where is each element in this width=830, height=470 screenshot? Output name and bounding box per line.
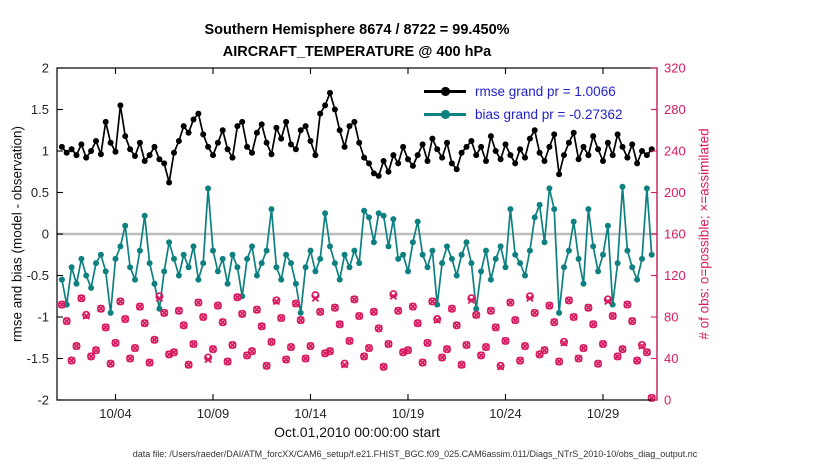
svg-text:10/19: 10/19 — [392, 406, 425, 421]
svg-text:0: 0 — [664, 393, 671, 408]
figure-subtitle: AIRCRAFT_TEMPERATURE @ 400 hPa — [222, 44, 492, 60]
data-file-path: data file: /Users/raeder/DAI/ATM_forcXX/… — [132, 449, 698, 459]
svg-text:-0.5: -0.5 — [27, 268, 49, 283]
svg-text:200: 200 — [664, 185, 686, 200]
svg-text:2: 2 — [42, 61, 49, 76]
svg-text:0.5: 0.5 — [31, 185, 49, 200]
bias-marker-sample — [441, 110, 450, 119]
possible-obs-series — [57, 290, 656, 402]
rmse-marker-sample — [441, 87, 450, 96]
right-axis-ticks: 0 40 80 120 160 200 240 280 320 — [651, 61, 686, 408]
left-axis-ticks: -2 -1.5 -1 -0.5 0 0.5 1 1.5 2 — [27, 61, 63, 408]
legend: rmse grand pr = 1.0066 bias grand pr = -… — [424, 80, 622, 126]
svg-text:-2: -2 — [37, 393, 49, 408]
svg-text:160: 160 — [664, 227, 686, 242]
svg-text:240: 240 — [664, 144, 686, 159]
assimilated-obs-series — [58, 292, 656, 402]
svg-text:10/24: 10/24 — [489, 406, 522, 421]
svg-text:10/29: 10/29 — [587, 406, 620, 421]
rmse-series — [58, 89, 655, 186]
right-axis-label: # of obs: o=possible; ×=assimilated — [696, 128, 712, 340]
legend-item-rmse: rmse grand pr = 1.0066 — [424, 80, 622, 103]
x-axis-ticks: 10/04 10/09 10/14 10/19 10/24 10/29 — [99, 68, 619, 421]
x-axis-label: Oct.01,2010 00:00:00 start — [274, 424, 440, 440]
rmse-line-sample — [424, 87, 466, 96]
svg-text:10/14: 10/14 — [294, 406, 327, 421]
svg-text:120: 120 — [664, 268, 686, 283]
figure-title: Southern Hemisphere 8674 / 8722 = 99.450… — [204, 22, 510, 38]
svg-text:-1.5: -1.5 — [27, 351, 49, 366]
svg-text:10/04: 10/04 — [99, 406, 132, 421]
svg-text:1.5: 1.5 — [31, 102, 49, 117]
svg-text:0: 0 — [42, 227, 49, 242]
svg-text:320: 320 — [664, 61, 686, 76]
svg-text:10/09: 10/09 — [197, 406, 230, 421]
legend-label-rmse: rmse grand pr = 1.0066 — [475, 84, 616, 99]
left-axis-label: rmse and bias (model - observation) — [9, 125, 25, 343]
legend-item-bias: bias grand pr = -0.27362 — [424, 103, 622, 126]
svg-text:1: 1 — [42, 144, 49, 159]
bias-series — [58, 183, 655, 316]
svg-text:280: 280 — [664, 102, 686, 117]
svg-text:40: 40 — [664, 351, 678, 366]
bias-line-sample — [424, 110, 466, 119]
svg-text:-1: -1 — [37, 310, 49, 325]
legend-label-bias: bias grand pr = -0.27362 — [475, 107, 623, 122]
svg-text:80: 80 — [664, 310, 678, 325]
